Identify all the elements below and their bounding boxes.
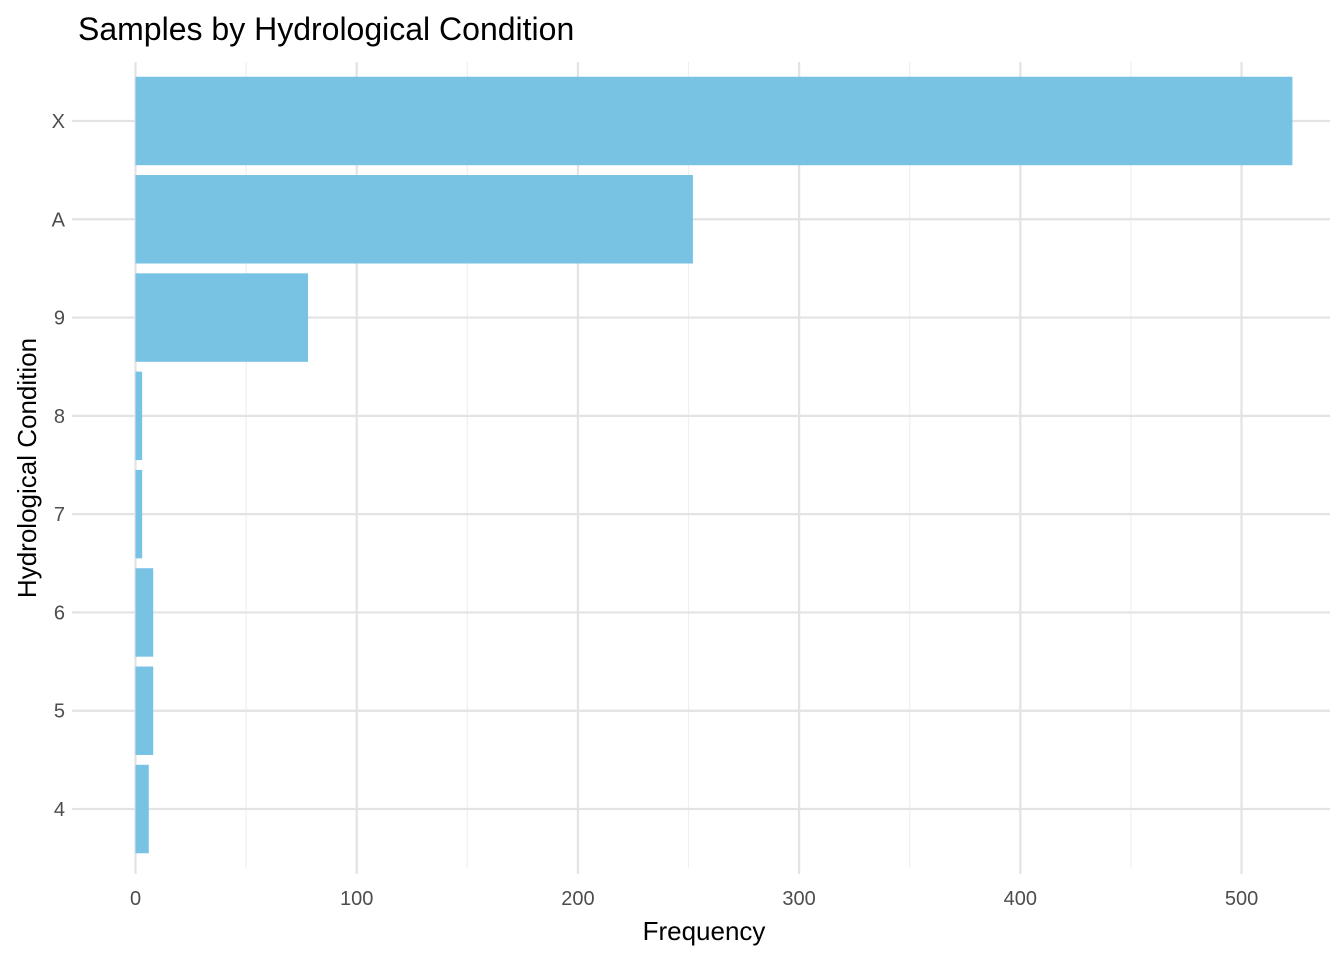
- x-tick-label: 0: [130, 888, 141, 910]
- x-tick-label: 400: [1004, 888, 1037, 910]
- bar-5: [135, 666, 154, 755]
- bar-6: [135, 568, 154, 657]
- y-tick-label: 4: [54, 799, 65, 821]
- x-tick-label: 100: [340, 888, 373, 910]
- y-tick-label: 6: [54, 602, 65, 624]
- y-tick-label: A: [52, 209, 66, 231]
- bar-7: [135, 469, 143, 559]
- bar-9: [135, 273, 309, 362]
- bar-8: [135, 371, 143, 461]
- y-tick-label: 9: [54, 308, 65, 330]
- bar-4: [135, 764, 149, 854]
- x-axis-ticks: 0 100 200 300 400 500: [130, 868, 1258, 910]
- y-tick-label: 5: [54, 701, 65, 723]
- y-axis-title: Hydrological Condition: [12, 338, 42, 598]
- y-tick-label: 7: [54, 504, 65, 526]
- x-tick-label: 200: [561, 888, 594, 910]
- y-tick-label: X: [52, 111, 65, 133]
- chart-title: Samples by Hydrological Condition: [78, 11, 574, 47]
- x-axis-title: Frequency: [643, 916, 766, 946]
- bar-X: [135, 76, 1293, 166]
- bar-A: [135, 175, 693, 264]
- bars: [135, 76, 1293, 854]
- x-tick-label: 500: [1225, 888, 1258, 910]
- x-tick-label: 300: [782, 888, 815, 910]
- y-tick-label: 8: [54, 406, 65, 428]
- y-axis-ticks: X A 9 8 7 6 5 4: [52, 111, 78, 821]
